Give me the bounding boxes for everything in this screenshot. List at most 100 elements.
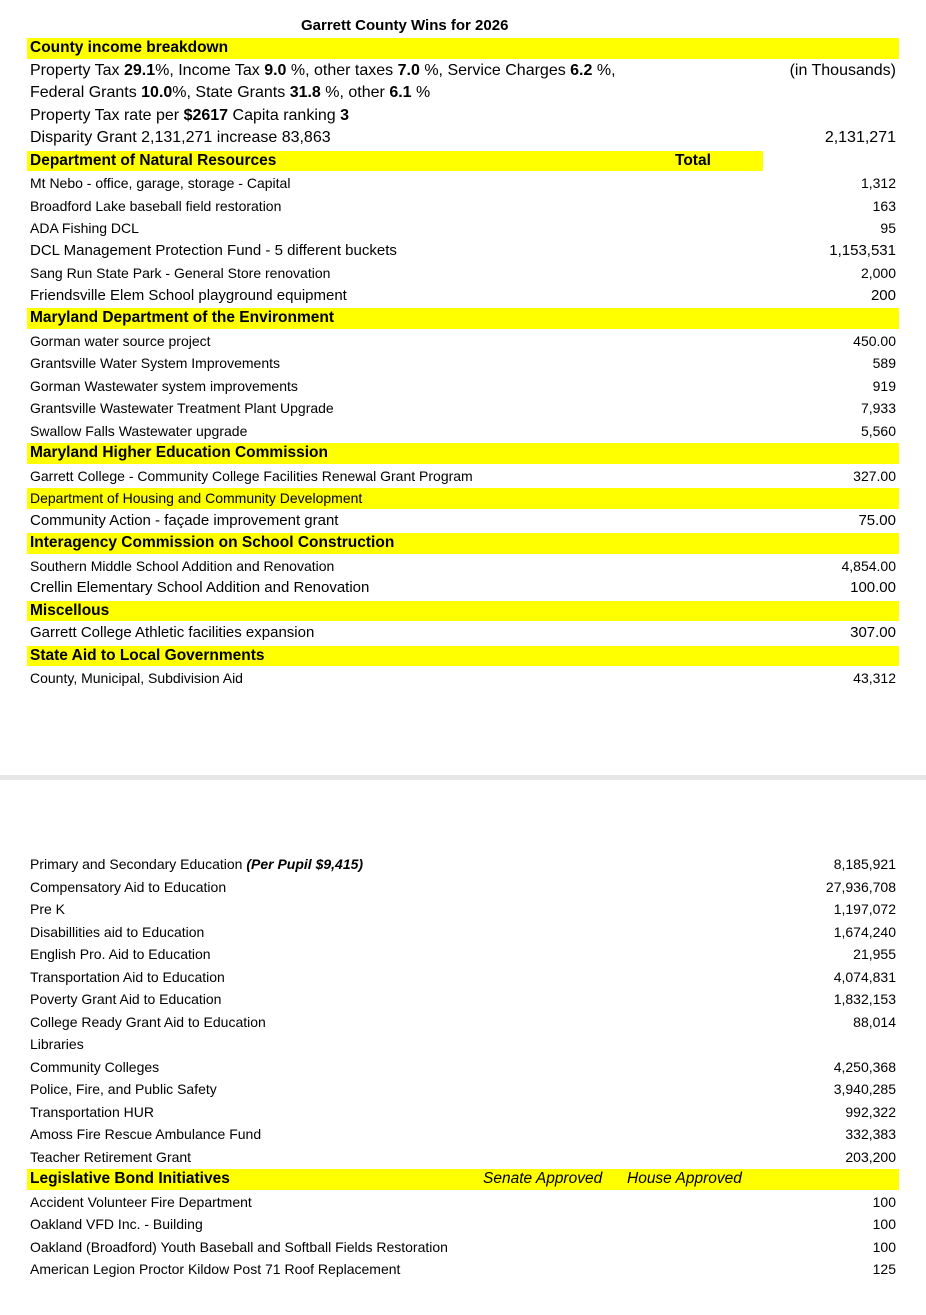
row-label: Swallow Falls Wastewater upgrade: [30, 422, 248, 439]
bold-value: 9.0: [264, 61, 287, 79]
table-row: Grantsville Wastewater Treatment Plant U…: [0, 397, 926, 420]
bold-value: 3: [340, 106, 350, 124]
row-amount: 1,153,531: [829, 241, 896, 259]
row-label: Grantsville Wastewater Treatment Plant U…: [30, 400, 334, 416]
row-label: Crellin Elementary School Addition and R…: [30, 579, 370, 596]
table-row: Gorman Wastewater system improvements 919: [0, 375, 926, 398]
row-amount: 307.00: [850, 624, 896, 641]
row-amount: 450.00: [853, 332, 896, 349]
row-label: Accident Volunteer Fire Department: [30, 1193, 252, 1210]
row-amount: 88,014: [853, 1013, 896, 1030]
table-row: Federal Grants 10.0%, State Grants 31.8 …: [0, 82, 926, 105]
text-segment: Federal Grants: [30, 84, 142, 101]
section-title: Department of Housing and Community Deve…: [30, 490, 363, 506]
section-title: Interagency Commission on School Constru…: [30, 534, 395, 551]
row-label: Property Tax 29.1%, Income Tax 9.0 %, ot…: [30, 60, 616, 83]
text-segment: Property Tax: [30, 61, 124, 79]
table-row: Friendsville Elem School playground equi…: [0, 285, 926, 308]
row-label: Teacher Retirement Grant: [30, 1148, 192, 1165]
page-1-rows: County income breakdown Property Tax 29.1…: [0, 37, 926, 690]
highlight-band: [27, 1169, 899, 1190]
row-label: Garrett College - Community College Faci…: [30, 467, 473, 484]
table-row: College Ready Grant Aid to Education 88,0…: [0, 1011, 926, 1034]
highlight-band: [27, 600, 899, 621]
section-header-state-aid-to-local-governments: State Aid to Local Governments: [0, 645, 926, 668]
bold-value: 7.0: [397, 61, 420, 79]
row-label: Sang Run State Park - General Store reno…: [30, 265, 331, 281]
column-header-senate-approved: Senate Approved: [483, 1170, 603, 1187]
document-title: Garrett County Wins for 2026: [301, 17, 509, 34]
text-segment: %, other: [320, 84, 390, 101]
row-label: Poverty Grant Aid to Education: [30, 991, 222, 1007]
row-label: Community Action - façade improvement gr…: [30, 511, 339, 529]
highlight-band: [27, 443, 899, 464]
section-header-department-of-natural-resources: Department of Natural Resources Total: [0, 150, 926, 173]
row-amount: 7,933: [860, 400, 896, 416]
section-title: State Aid to Local Governments: [30, 646, 265, 664]
row-label: Friendsville Elem School playground equi…: [30, 286, 347, 304]
row-amount: 125: [872, 1261, 896, 1277]
text-segment: Primary and Secondary Education: [30, 856, 247, 872]
text-segment: %, other taxes: [286, 61, 398, 79]
page-2-rows: Primary and Secondary Education (Per Pup…: [0, 853, 926, 1281]
table-row: Swallow Falls Wastewater upgrade 5,560: [0, 420, 926, 443]
table-row: Crellin Elementary School Addition and R…: [0, 577, 926, 600]
row-amount: 1,674,240: [833, 923, 896, 940]
row-label: Grantsville Water System Improvements: [30, 355, 280, 371]
text-segment: Capita ranking: [228, 106, 341, 124]
row-label: Community Colleges: [30, 1058, 160, 1075]
row-amount: 1,312: [860, 175, 896, 191]
total-column-header: Total: [675, 151, 711, 169]
text-segment: %, State Grants: [172, 84, 290, 101]
row-amount: 43,312: [853, 670, 896, 686]
text-segment: %, Income Tax: [155, 61, 265, 79]
section-title: Miscellous: [30, 601, 110, 619]
row-label: Federal Grants 10.0%, State Grants 31.8 …: [30, 82, 430, 105]
text-segment: %: [411, 84, 431, 101]
table-row: Amoss Fire Rescue Ambulance Fund 332,383: [0, 1123, 926, 1146]
row-label: Mt Nebo - office, garage, storage - Capi…: [30, 175, 291, 191]
row-label: County, Municipal, Subdivision Aid: [30, 670, 243, 686]
highlight-band: [27, 38, 899, 59]
table-row: Transportation Aid to Education 4,074,831: [0, 966, 926, 989]
table-row: Mt Nebo - office, garage, storage - Capi…: [0, 172, 926, 195]
row-label: Disabillities aid to Education: [30, 923, 205, 940]
table-row: Accident Volunteer Fire Department 100: [0, 1191, 926, 1214]
table-row: Primary and Secondary Education (Per Pup…: [0, 853, 926, 876]
row-label: Gorman Wastewater system improvements: [30, 377, 298, 394]
table-row: Pre K 1,197,072: [0, 898, 926, 921]
highlight-band: [27, 488, 899, 509]
row-amount: 992,322: [845, 1103, 896, 1120]
row-amount: 5,560: [860, 422, 896, 439]
row-label: ADA Fishing DCL: [30, 220, 139, 236]
table-row: Community Colleges 4,250,368: [0, 1056, 926, 1079]
section-title: County income breakdown: [30, 39, 229, 56]
section-header-maryland-higher-education-commission: Maryland Higher Education Commission: [0, 442, 926, 465]
table-row: DCL Management Protection Fund - 5 diffe…: [0, 240, 926, 263]
highlight-band: [27, 150, 763, 171]
bold-value: 31.8: [289, 84, 321, 101]
row-amount: 100: [872, 1238, 896, 1255]
table-row: Disabillities aid to Education 1,674,240: [0, 921, 926, 944]
table-row: Oakland (Broadford) Youth Baseball and S…: [0, 1236, 926, 1259]
table-row: English Pro. Aid to Education 21,955: [0, 943, 926, 966]
section-header-legislative-bond-initiatives: Legislative Bond Initiatives Senate Appro…: [0, 1168, 926, 1191]
row-amount: (in Thousands): [789, 61, 896, 79]
row-label: Compensatory Aid to Education: [30, 878, 227, 895]
highlight-band: [27, 308, 899, 329]
table-row: Disparity Grant 2,131,271 increase 83,86…: [0, 127, 926, 150]
row-amount: 100: [872, 1193, 896, 1210]
document-page-2: Primary and Secondary Education (Per Pup…: [0, 853, 926, 1281]
row-amount: 4,250,368: [833, 1058, 896, 1075]
row-label: Police, Fire, and Public Safety: [30, 1081, 217, 1097]
table-row: Garrett College - Community College Faci…: [0, 465, 926, 488]
section-header-department-of-housing-and-community-development: Department of Housing and Community Deve…: [0, 487, 926, 510]
row-label: Southern Middle School Addition and Reno…: [30, 557, 335, 574]
table-row: Teacher Retirement Grant 203,200: [0, 1146, 926, 1169]
table-row: Oakland VFD Inc. - Building 100: [0, 1213, 926, 1236]
highlight-band: [27, 645, 899, 666]
section-title: Maryland Higher Education Commission: [30, 444, 328, 461]
row-label: American Legion Proctor Kildow Post 71 R…: [30, 1261, 401, 1277]
text-segment: Property Tax rate per: [30, 106, 184, 124]
table-row: Community Action - façade improvement gr…: [0, 510, 926, 533]
